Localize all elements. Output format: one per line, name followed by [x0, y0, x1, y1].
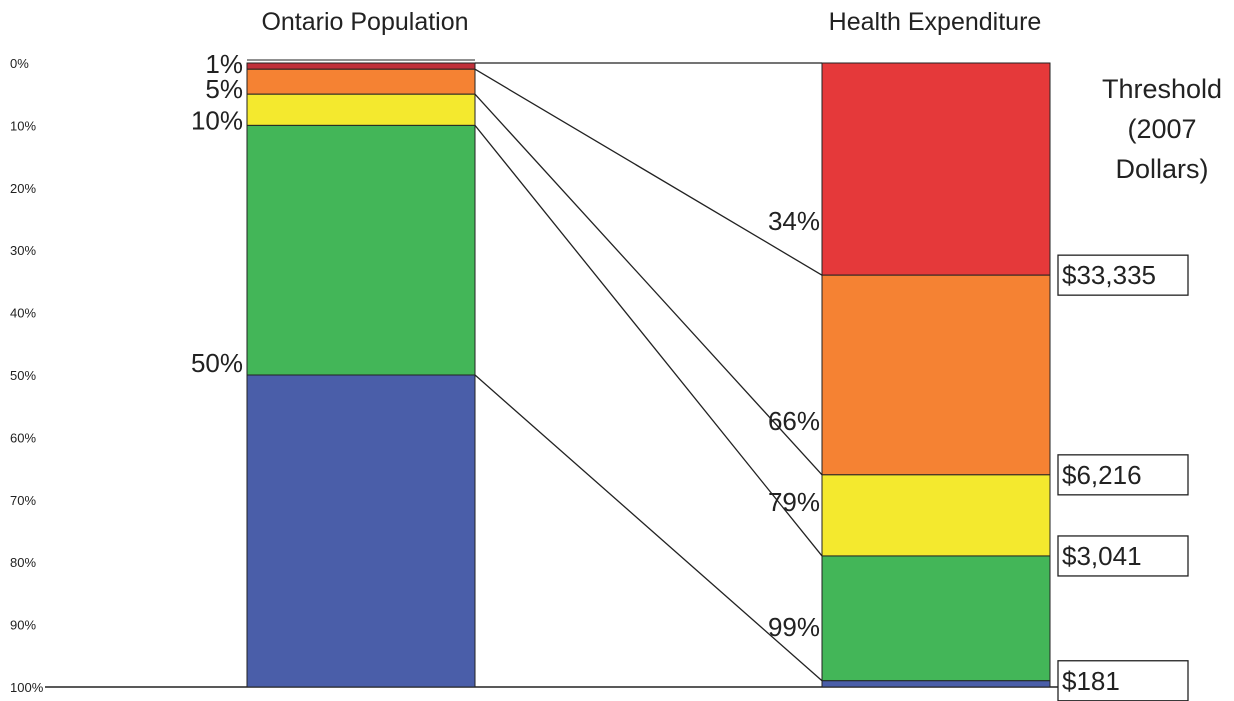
- bar-segment: [246, 68, 476, 95]
- threshold-title-line: Dollars): [1115, 154, 1208, 184]
- boundary-label: 66%: [768, 406, 820, 436]
- connector-line: [474, 68, 823, 276]
- threshold-value: $3,041: [1062, 541, 1142, 571]
- bar-segment: [246, 374, 476, 688]
- y-tick-label: 60%: [10, 430, 36, 445]
- threshold-box: [1057, 454, 1189, 496]
- threshold-title-line: Threshold: [1102, 74, 1222, 104]
- boundary-label: 50%: [191, 348, 243, 378]
- boundary-label: 10%: [191, 105, 243, 135]
- y-tick-label: 20%: [10, 181, 36, 196]
- y-tick-label: 70%: [10, 493, 36, 508]
- y-tick-label: 30%: [10, 243, 36, 258]
- bar-segment: [821, 274, 1051, 476]
- boundary-label: 99%: [768, 612, 820, 642]
- bar-segment: [821, 474, 1051, 557]
- y-tick-label: 50%: [10, 368, 36, 383]
- y-tick-label: 100%: [10, 680, 44, 695]
- column-title: Health Expenditure: [829, 8, 1042, 36]
- threshold-value: $181: [1062, 666, 1120, 696]
- threshold-title-line: (2007: [1127, 114, 1196, 144]
- threshold-box: [1057, 660, 1189, 701]
- y-tick-label: 10%: [10, 118, 36, 133]
- bar-segment: [821, 680, 1051, 688]
- bar-segment: [821, 555, 1051, 682]
- bar-segment: [246, 62, 476, 70]
- threshold-box: [1057, 254, 1189, 296]
- boundary-label: 5%: [205, 74, 243, 104]
- boundary-label: 79%: [768, 487, 820, 517]
- threshold-value: $6,216: [1062, 460, 1142, 490]
- bar-segment: [821, 62, 1051, 276]
- y-tick-label: 40%: [10, 306, 36, 321]
- connector-line: [474, 374, 823, 682]
- bar-segment: [246, 124, 476, 376]
- threshold-value: $33,335: [1062, 260, 1156, 290]
- y-tick-label: 90%: [10, 618, 36, 633]
- threshold-box: [1057, 535, 1189, 577]
- y-tick-label: 80%: [10, 555, 36, 570]
- column-title: Ontario Population: [261, 8, 468, 36]
- bar-segment: [246, 93, 476, 126]
- y-tick-label: 0%: [10, 56, 29, 71]
- boundary-label: 1%: [205, 49, 243, 79]
- connector-line: [474, 124, 823, 557]
- boundary-label: 34%: [768, 206, 820, 236]
- connector-line: [474, 93, 823, 476]
